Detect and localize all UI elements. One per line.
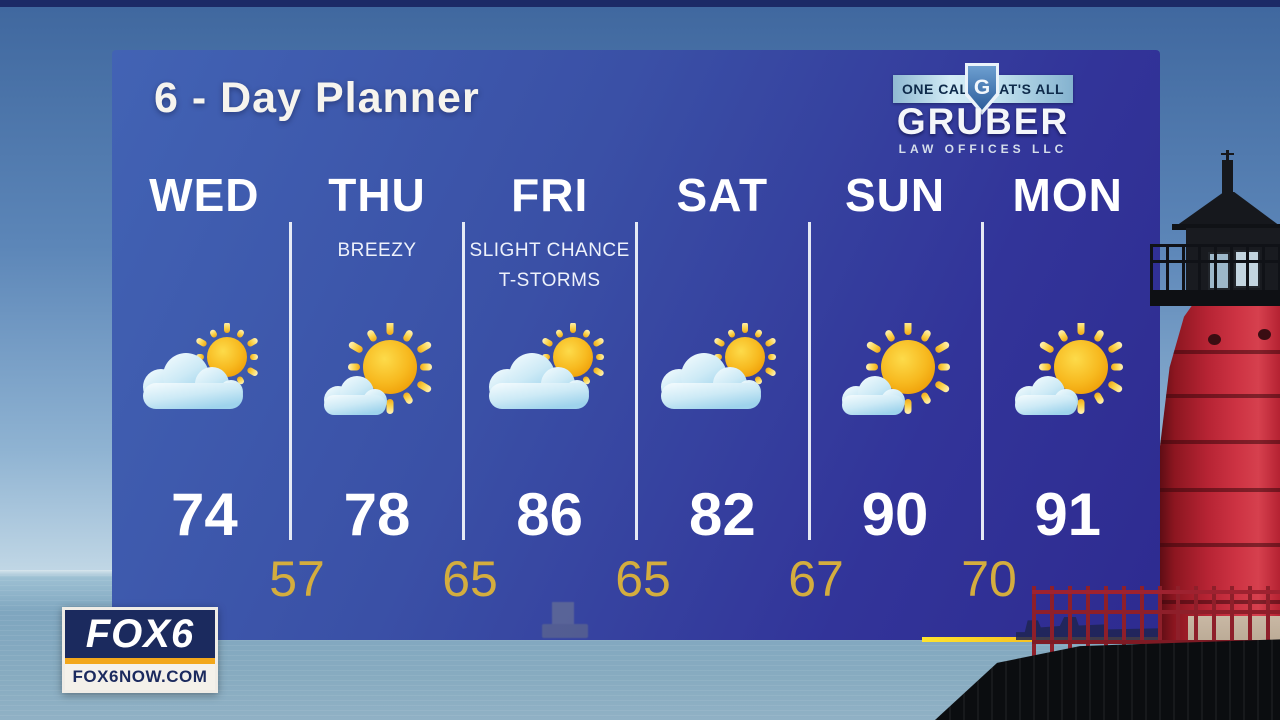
low-temp: 65 xyxy=(615,551,671,607)
fox6-logo-box: FOX6 xyxy=(65,610,215,658)
forecast-panel: 6 - Day Planner ONE CALL THAT'S ALL G GR… xyxy=(112,50,1160,640)
weather-icon xyxy=(636,318,809,438)
high-temp: 91 xyxy=(1034,481,1102,548)
forecast-column-wed: WED 74 xyxy=(118,50,291,640)
fox6-url-text: FOX6NOW.COM xyxy=(72,667,208,686)
high-temp: 78 xyxy=(343,481,411,548)
day-label: THU xyxy=(328,169,426,221)
lighthouse-finial-cross xyxy=(1226,150,1229,162)
shield-letter: G xyxy=(973,76,991,99)
high-temp: 74 xyxy=(170,481,238,548)
low-temp: 67 xyxy=(788,551,844,607)
condition-note: SLIGHT CHANCE T-STORMS xyxy=(469,240,630,291)
forecast-column-fri: FRI SLIGHT CHANCE T-STORMS 86 xyxy=(463,50,636,640)
weather-icon xyxy=(981,318,1154,438)
forecast-column-sat: SAT 82 xyxy=(636,50,809,640)
weather-icon xyxy=(463,318,636,438)
forecast-column-thu: THU BREEZY 78 xyxy=(291,50,464,640)
fox6-gold-stripe xyxy=(65,658,215,664)
column-divider xyxy=(635,222,638,540)
high-temp: 90 xyxy=(861,481,929,548)
day-label: SUN xyxy=(844,169,946,221)
day-label: MON xyxy=(1012,169,1123,221)
fox6-logo-text: FOX6 xyxy=(85,611,195,656)
sponsor-tagline-right: THAT'S ALL xyxy=(979,81,1064,97)
lighthouse-finial xyxy=(1222,160,1233,194)
column-divider xyxy=(462,222,465,540)
distant-ship xyxy=(542,602,588,640)
page-title: 6 - Day Planner xyxy=(154,74,480,122)
weather-icon xyxy=(118,318,291,438)
column-divider xyxy=(808,222,811,540)
weather-icon xyxy=(809,318,982,438)
forecast-column-mon: MON 91 xyxy=(981,50,1154,640)
weather-icon xyxy=(291,318,464,438)
lighthouse-eave xyxy=(1172,224,1280,230)
sponsor-name: GRUBER xyxy=(896,101,1070,142)
sponsor-logo: ONE CALL THAT'S ALL G GRUBER LAW OFFICES… xyxy=(893,63,1073,160)
column-divider xyxy=(289,222,292,540)
column-divider xyxy=(981,222,984,540)
lighthouse-gallery-railing xyxy=(1150,244,1280,306)
low-temp: 57 xyxy=(269,551,325,607)
station-logo: FOX6 FOX6NOW.COM xyxy=(62,607,218,693)
sponsor-tagline-left: ONE CALL xyxy=(902,81,978,97)
low-temp: 70 xyxy=(961,551,1017,607)
day-label: SAT xyxy=(676,169,769,221)
high-temp: 82 xyxy=(688,481,756,548)
forecast-column-sun: SUN 90 xyxy=(809,50,982,640)
lighthouse-finial-cross xyxy=(1221,153,1234,155)
forecast-columns: WED 74 THU BREEZY xyxy=(118,50,1154,640)
high-temp: 86 xyxy=(516,481,584,548)
low-temp: 65 xyxy=(442,551,498,607)
day-label: FRI xyxy=(511,169,589,221)
fox6-url-box: FOX6NOW.COM xyxy=(65,664,215,690)
day-label: WED xyxy=(149,169,260,221)
condition-note: BREEZY xyxy=(337,240,417,261)
top-letterbox-bar xyxy=(0,0,1280,7)
sponsor-subtitle: LAW OFFICES LLC xyxy=(898,142,1068,156)
